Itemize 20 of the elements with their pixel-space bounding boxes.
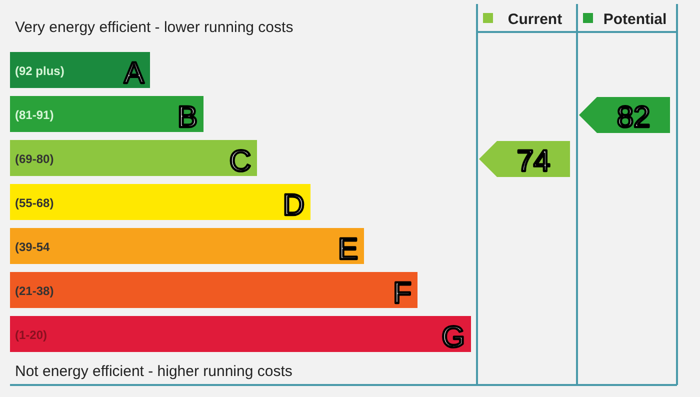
text: (39-54 xyxy=(15,240,50,254)
text: (69-80) xyxy=(15,152,54,166)
data-label: 82 xyxy=(616,101,650,134)
legend-label: Potential xyxy=(603,11,667,28)
category-label: C xyxy=(229,145,251,178)
data-label: 74 xyxy=(516,145,550,178)
text: (55-68) xyxy=(15,196,54,210)
text: Not energy efficient - higher running costs xyxy=(15,363,292,380)
category-label: E xyxy=(338,233,358,266)
legend-label: Current xyxy=(508,11,562,28)
category-label: A xyxy=(124,57,144,90)
category-label: G xyxy=(442,321,465,354)
category-label: B xyxy=(177,101,198,134)
category-label: F xyxy=(393,277,412,310)
text: Very energy efficient - lower running costs xyxy=(15,19,294,36)
category-label: D xyxy=(282,189,304,222)
text: (81-91) xyxy=(15,108,54,122)
text: (21-38) xyxy=(15,284,54,298)
text: (92 plus) xyxy=(15,64,64,78)
text: (1-20) xyxy=(15,328,48,342)
